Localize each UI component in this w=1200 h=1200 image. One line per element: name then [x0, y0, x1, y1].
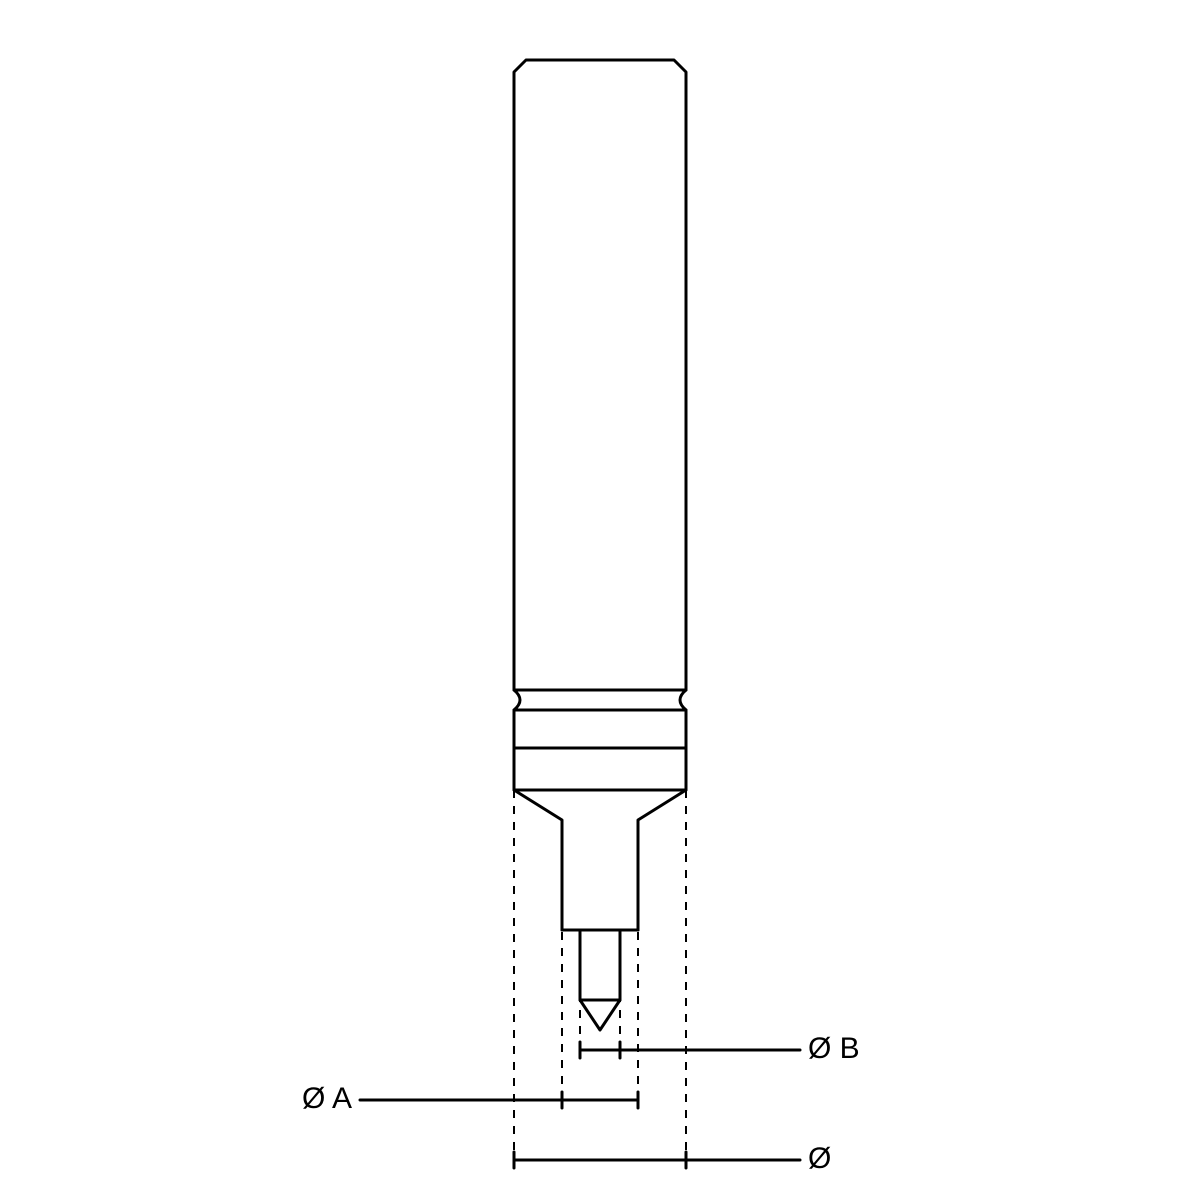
technical-drawing: Ø B Ø A Ø — [0, 0, 1200, 1200]
part-outline — [514, 60, 686, 1030]
dim-label: Ø B — [808, 1032, 860, 1065]
dim-label: Ø A — [302, 1082, 352, 1115]
dim-label: Ø — [808, 1142, 831, 1175]
